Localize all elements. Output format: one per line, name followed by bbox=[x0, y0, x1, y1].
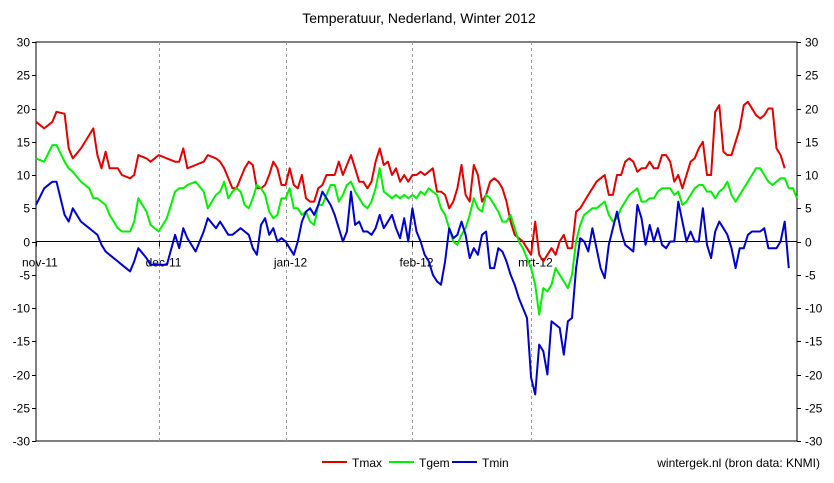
x-month-label: mrt-12 bbox=[518, 256, 553, 270]
y-tick-label-left: 30 bbox=[17, 36, 31, 50]
series-line-tmin bbox=[35, 180, 790, 396]
y-tick-label-right: 25 bbox=[805, 69, 819, 83]
y-tick-label-left: 0 bbox=[23, 236, 30, 250]
x-month-label: feb-12 bbox=[399, 256, 433, 270]
legend: Tmax Tgem Tmin bbox=[322, 456, 509, 470]
y-tick-label-right: -25 bbox=[805, 402, 823, 416]
y-tick-label-right: -30 bbox=[805, 435, 823, 449]
chart-title: Temperatuur, Nederland, Winter 2012 bbox=[302, 10, 536, 26]
y-tick-label-right: 15 bbox=[805, 136, 819, 150]
y-tick-label-right: 0 bbox=[805, 236, 812, 250]
x-month-label: dec-11 bbox=[146, 256, 182, 270]
legend-label-tmax: Tmax bbox=[352, 456, 382, 470]
y-tick-label-left: 15 bbox=[17, 136, 31, 150]
series-line-tmax bbox=[35, 100, 786, 263]
y-tick-label-left: -15 bbox=[13, 335, 31, 349]
y-tick-label-left: -5 bbox=[19, 269, 30, 283]
series-line-tgem bbox=[35, 144, 798, 316]
y-tick-label-left: 10 bbox=[17, 169, 31, 183]
y-tick-label-right: -15 bbox=[805, 335, 823, 349]
y-tick-label-right: 10 bbox=[805, 169, 819, 183]
y-tick-label-right: 20 bbox=[805, 103, 819, 117]
plot-area: 30 30 25 25 20 20 15 15 10 10 5 5 0 0 -5 -5 -10 -10 -15 -15… bbox=[13, 36, 823, 449]
legend-label-tgem: Tgem bbox=[419, 456, 450, 470]
x-month-label: jan-12 bbox=[273, 256, 308, 270]
y-tick-label-right: -5 bbox=[805, 269, 816, 283]
y-tick-label-left: -20 bbox=[13, 369, 31, 383]
y-tick-label-left: -30 bbox=[13, 435, 31, 449]
y-tick-label-left: -10 bbox=[13, 302, 31, 316]
y-tick-label-right: -10 bbox=[805, 302, 823, 316]
x-month-label: nov-11 bbox=[22, 256, 58, 270]
y-tick-label-left: 20 bbox=[17, 103, 31, 117]
source-note: wintergek.nl (bron data: KNMI) bbox=[656, 456, 820, 470]
legend-label-tmin: Tmin bbox=[482, 456, 509, 470]
y-tick-label-left: 5 bbox=[23, 202, 30, 216]
y-tick-label-right: -20 bbox=[805, 369, 823, 383]
y-tick-label-right: 30 bbox=[805, 36, 819, 50]
y-tick-label-left: -25 bbox=[13, 402, 31, 416]
y-tick-label-left: 25 bbox=[17, 69, 31, 83]
y-tick-label-right: 5 bbox=[805, 202, 812, 216]
